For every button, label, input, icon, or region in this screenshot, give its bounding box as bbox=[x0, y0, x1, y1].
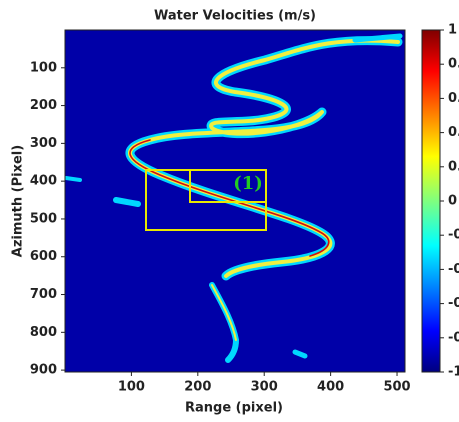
colorbar-tick-label: 0 bbox=[448, 194, 457, 209]
x-tick-label: 100 bbox=[118, 380, 145, 395]
y-tick-label: 700 bbox=[30, 287, 57, 302]
y-tick-label: 900 bbox=[30, 363, 57, 378]
plot-frame bbox=[64, 29, 406, 373]
y-tick-label: 100 bbox=[30, 60, 57, 75]
y-tick-label: 600 bbox=[30, 249, 57, 264]
colorbar-tick-label: 1 bbox=[448, 23, 457, 38]
colorbar-tick-label: 0.2 bbox=[448, 159, 459, 174]
colorbar-tick-label: -0.6 bbox=[448, 296, 459, 311]
colorbar-tick-label: 0.4 bbox=[448, 125, 459, 140]
chart-title: Water Velocities (m/s) bbox=[154, 9, 316, 24]
y-tick-label: 500 bbox=[30, 211, 57, 226]
colorbar-tick-label: -0.8 bbox=[448, 330, 459, 345]
y-tick-label: 400 bbox=[30, 174, 57, 189]
heatmap-image: (1) bbox=[65, 30, 405, 372]
x-tick-label: 200 bbox=[184, 380, 211, 395]
colorbar bbox=[421, 29, 441, 373]
y-tick-label: 300 bbox=[30, 136, 57, 151]
colorbar-tick-label: -0.4 bbox=[448, 262, 459, 277]
colorbar-tick-label: 0.8 bbox=[448, 57, 459, 72]
y-axis-label: Azimuth (Pixel) bbox=[11, 145, 26, 257]
x-tick-label: 300 bbox=[251, 380, 278, 395]
colorbar-tick-label: -1 bbox=[448, 365, 459, 380]
x-tick-label: 500 bbox=[383, 380, 410, 395]
y-tick-label: 200 bbox=[30, 98, 57, 113]
colorbar-tick-label: 0.6 bbox=[448, 91, 459, 106]
y-tick-label: 800 bbox=[30, 325, 57, 340]
x-tick-label: 400 bbox=[317, 380, 344, 395]
colorbar-tick-label: -0.2 bbox=[448, 228, 459, 243]
annotation: (1) bbox=[233, 173, 263, 194]
x-axis-label: Range (pixel) bbox=[185, 401, 283, 416]
